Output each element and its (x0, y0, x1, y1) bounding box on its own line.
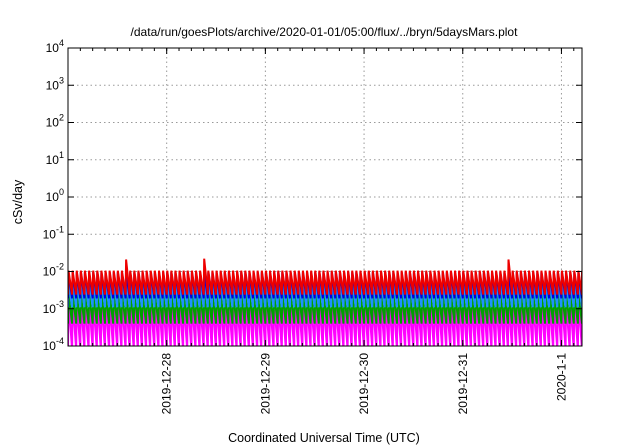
series-line (68, 293, 582, 324)
series-line (68, 278, 582, 308)
x-axis: 2019-12-28 2019-12-29 2019-12-30 2019-12-31… (67, 48, 575, 415)
x-tick-label: 2019-12-31 (456, 353, 470, 415)
y-tick-label: 104 (46, 38, 64, 55)
series-layer (68, 258, 582, 346)
chart-title: /data/run/goesPlots/archive/2020-01-01/0… (131, 25, 519, 39)
y-tick-label: 10-4 (43, 336, 64, 353)
x-tick-label: 2019-12-28 (160, 353, 174, 415)
x-tick-label: 2020-1-1 (554, 353, 568, 401)
series-line (68, 258, 582, 295)
y-tick-label: 103 (46, 75, 64, 92)
y-tick-label: 10-1 (43, 224, 64, 241)
y-tick-label: 10-2 (43, 262, 64, 279)
grid (68, 48, 582, 346)
x-axis-title: Coordinated Universal Time (UTC) (228, 431, 420, 445)
y-tick-label: 100 (46, 187, 64, 204)
x-tick-label: 2019-12-29 (258, 353, 272, 415)
series-line (68, 272, 582, 299)
y-tick-label: 102 (46, 113, 64, 130)
y-axis-title: cSv/day (11, 179, 25, 224)
x-tick-label: 2019-12-30 (357, 353, 371, 415)
y-tick-label: 101 (46, 150, 64, 167)
y-tick-label: 10-3 (43, 299, 64, 316)
y-axis: 10-4 10-3 10-2 10-1 100 101 102 103 104 (43, 38, 582, 353)
